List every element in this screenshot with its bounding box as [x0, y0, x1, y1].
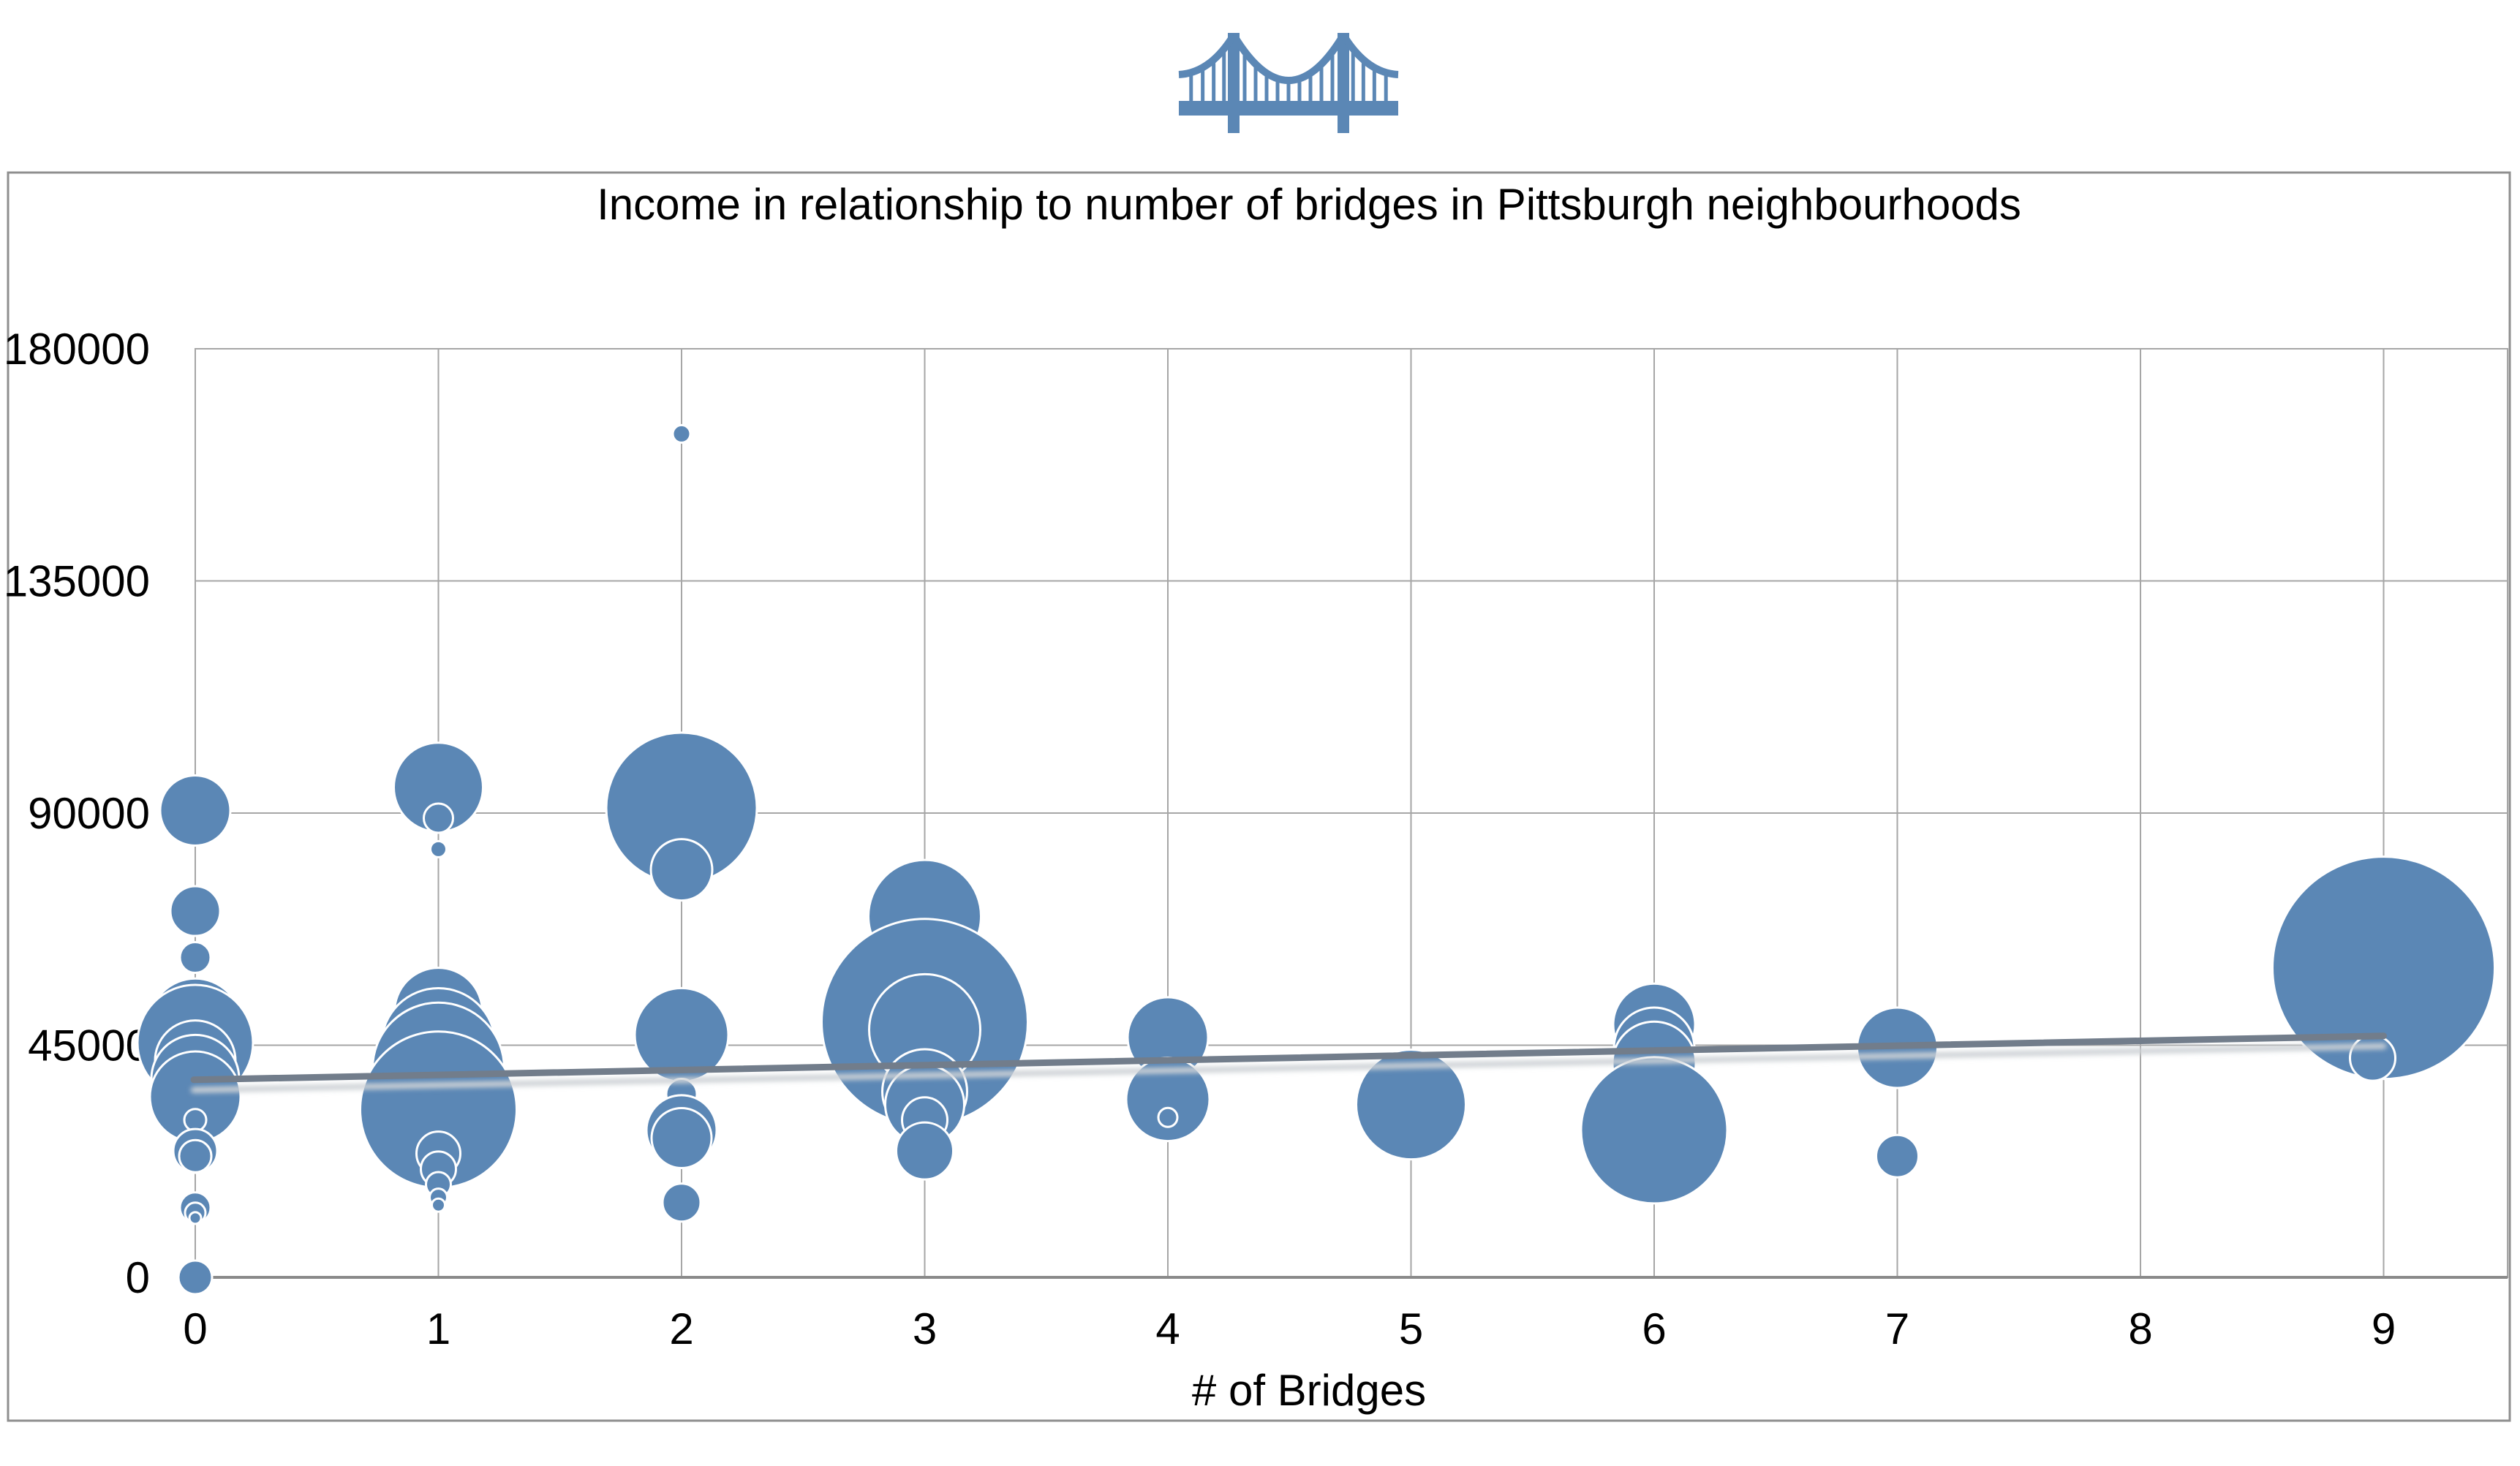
- bubble: [2349, 1034, 2396, 1082]
- bubble: [1875, 1133, 1920, 1179]
- bridge-cable: [1340, 33, 1399, 78]
- bubble: [159, 774, 232, 847]
- bubble: [671, 423, 692, 444]
- bubble: [650, 1107, 713, 1169]
- bridge-tower: [1228, 33, 1240, 133]
- bridge-deck: [1179, 101, 1398, 116]
- chart-title: Income in relationship to number of brid…: [597, 180, 2021, 229]
- bubble: [178, 941, 212, 975]
- bubble: [188, 1211, 203, 1225]
- y-tick-label: 0: [126, 1253, 150, 1302]
- plot-area: 0 45000 90000 135000 180000 0 1 2 3 4 5 6 7 8 9: [4, 325, 2508, 1353]
- y-tick-label: 90000: [28, 789, 150, 838]
- bubble: [1355, 1049, 1467, 1161]
- x-tick-label: 3: [913, 1304, 937, 1353]
- x-tick-label: 6: [1642, 1304, 1666, 1353]
- x-tick-label: 5: [1399, 1304, 1423, 1353]
- x-axis-title: # of Bridges: [1192, 1366, 1426, 1415]
- trend-line: [190, 1032, 2387, 1084]
- y-tick-label: 45000: [28, 1021, 150, 1070]
- bubble: [895, 1121, 954, 1181]
- bridge-cable: [1178, 33, 1237, 78]
- bubble: [661, 1182, 702, 1223]
- bubble: [177, 1259, 214, 1296]
- x-tick-label: 1: [426, 1304, 450, 1353]
- x-tick-label: 4: [1155, 1304, 1180, 1353]
- x-tick-label: 8: [2128, 1304, 2152, 1353]
- bridge-icon: [1178, 33, 1399, 133]
- bubble: [183, 1108, 208, 1133]
- x-tick-label: 2: [669, 1304, 693, 1353]
- bridge-cable: [1230, 33, 1347, 84]
- bubble: [431, 1197, 446, 1213]
- bubble: [178, 1138, 213, 1174]
- x-tick-label: 9: [2372, 1304, 2396, 1353]
- x-tick-label: 0: [183, 1304, 207, 1353]
- y-tick-label: 180000: [4, 325, 150, 374]
- chart-frame: [7, 171, 2511, 1422]
- bubble: [1157, 1106, 1179, 1128]
- x-tick-label: 7: [1885, 1304, 1909, 1353]
- y-tick-label: 135000: [4, 557, 150, 606]
- bubble: [169, 885, 222, 937]
- bubble: [649, 838, 714, 902]
- bubble: [1580, 1056, 1729, 1205]
- bubble: [423, 802, 454, 834]
- bridge-tower: [1338, 33, 1349, 133]
- trend-line-shadow: [191, 1043, 2387, 1093]
- bubble: [429, 839, 448, 858]
